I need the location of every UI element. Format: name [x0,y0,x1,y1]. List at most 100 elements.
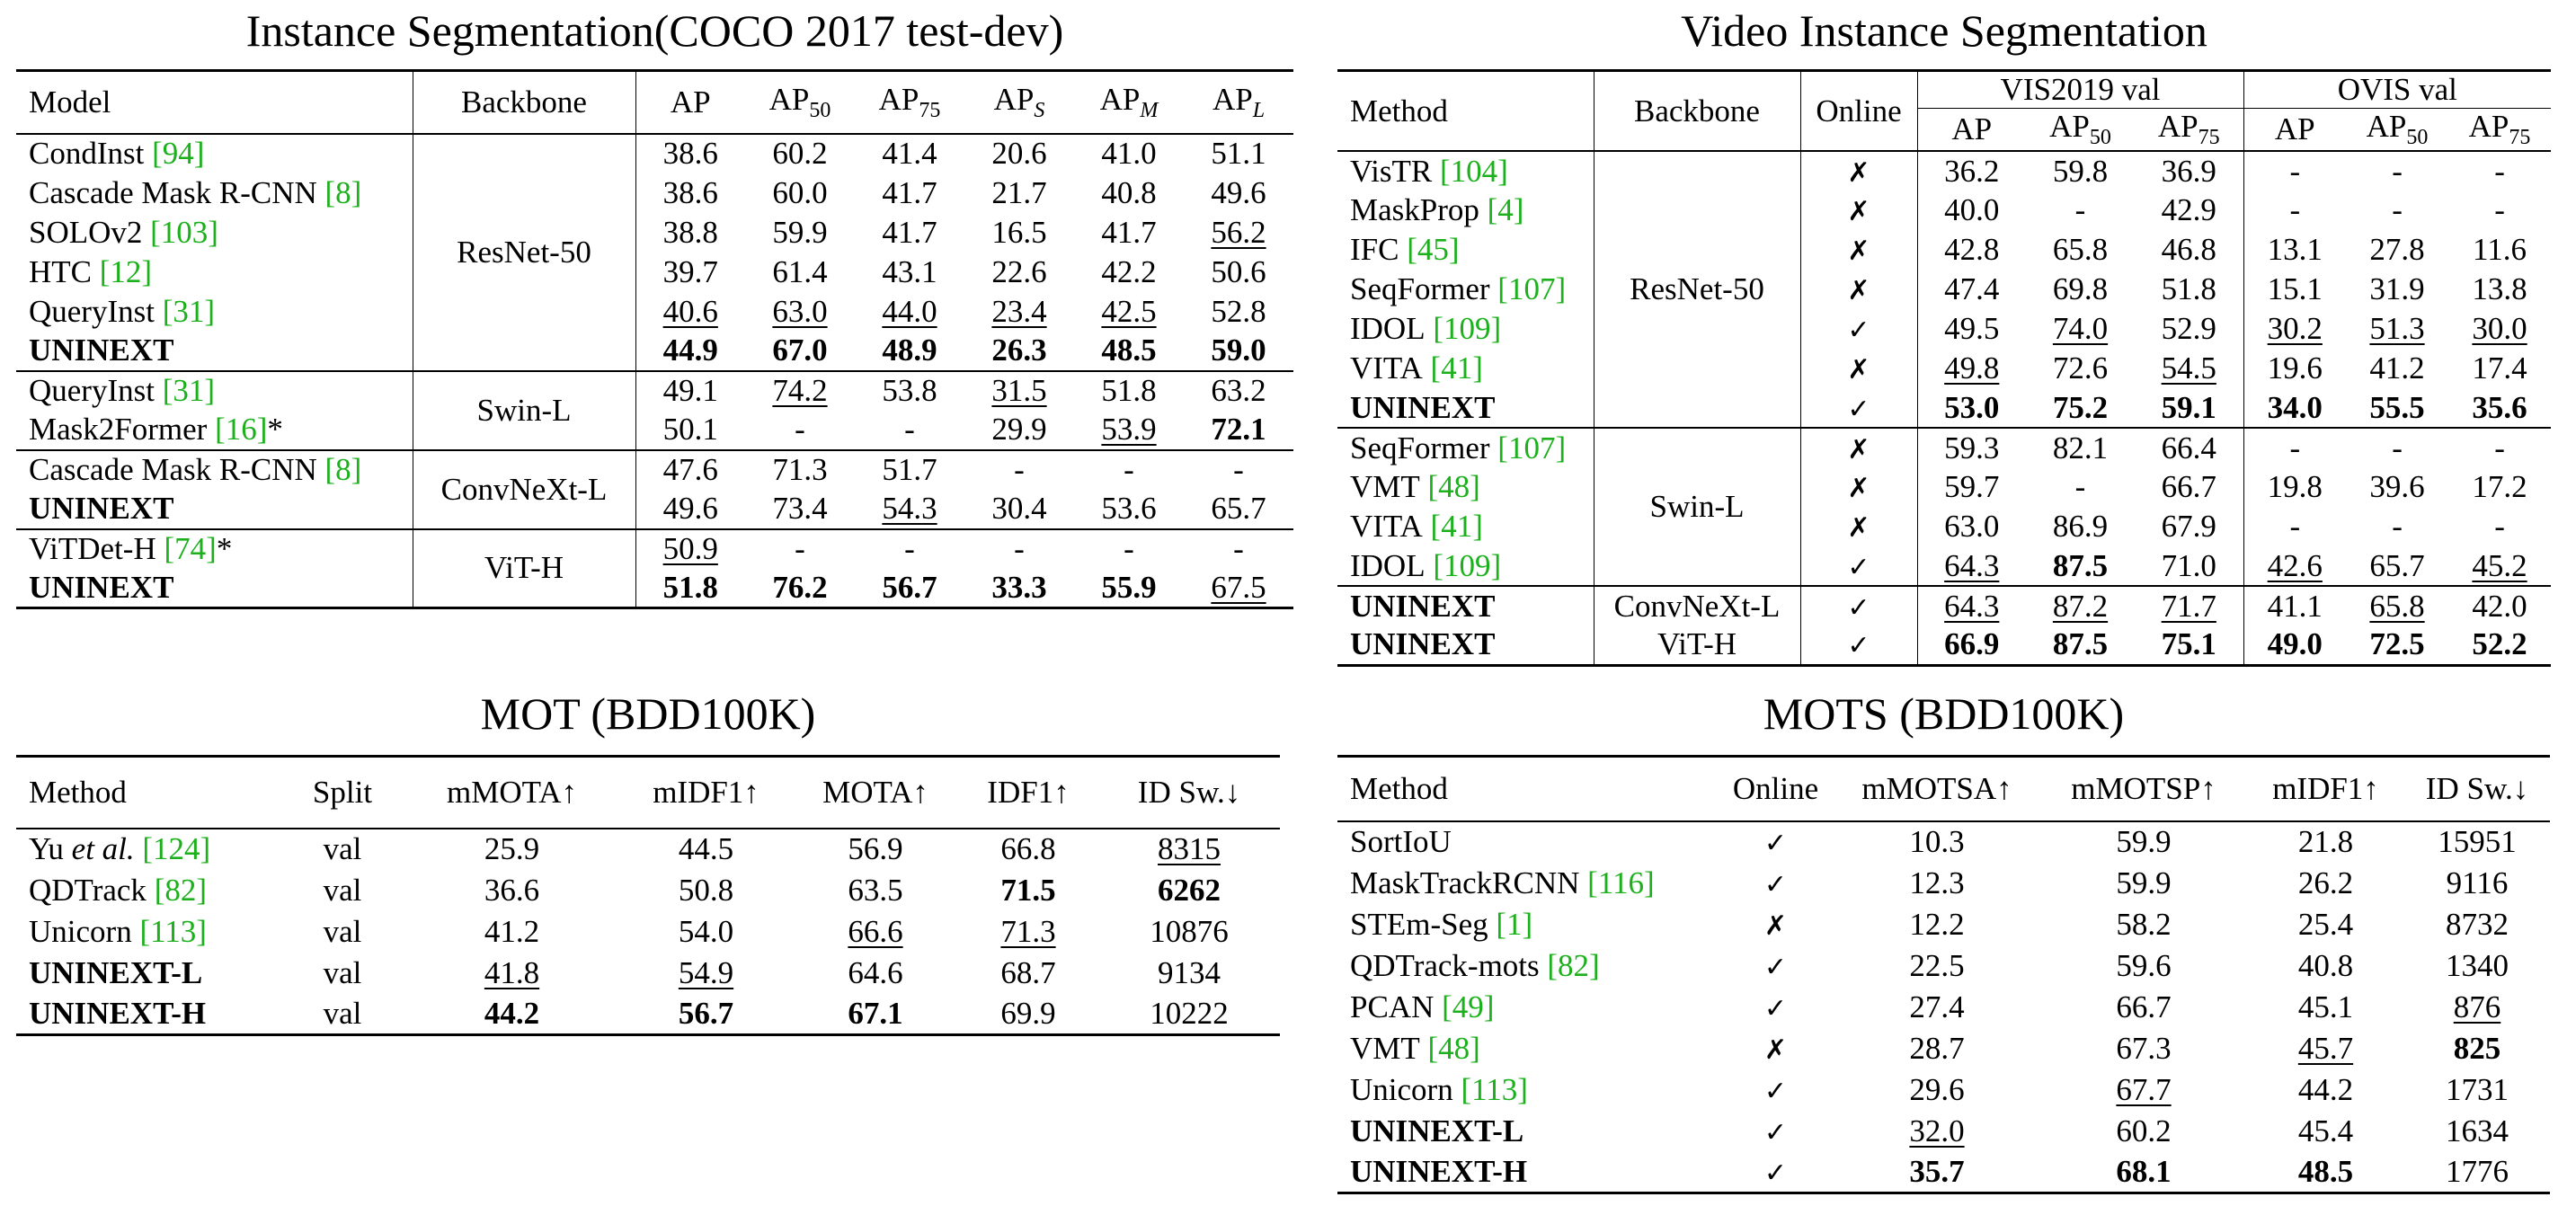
method-cell: SOLOv2 [103] [16,212,413,253]
value: ✗ [1763,1033,1788,1066]
method-cell: VITA [41] [1337,507,1594,546]
value-cell: 41.4 [855,132,964,173]
value-cell: - [2243,150,2347,191]
value: 19.6 [2267,350,2323,386]
header-row: Model Backbone AP AP50 AP75 APS APM APL [16,70,1293,134]
value-cell: 49.1 [635,369,745,411]
value: - [2392,430,2403,466]
value-cell: 64.6 [793,953,958,994]
value-cell: - [964,448,1074,490]
value-cell: 26.3 [964,332,1074,371]
citation: [8] [324,174,362,210]
method-cell: SeqFormer [107] [1337,270,1594,309]
value: 63.0 [1944,509,2000,544]
value-cell: 36.2 [1917,150,2026,191]
value: 44.5 [678,831,734,866]
value-cell: 50.1 [635,411,745,450]
value: 9116 [2446,865,2509,900]
header-cell: mIDF1↑ [619,757,793,829]
header-cell: AP [1917,109,2026,152]
header-text: mIDF1↑ [653,774,759,810]
value: 65.8 [2052,232,2109,267]
method-cell: Mask2Former [16]* [16,410,413,450]
footnote-mark: * [216,531,233,566]
header-text: IDF1↑ [987,774,1070,810]
citation: [107] [1497,271,1567,306]
header-cell: Method [1337,70,1594,151]
value-cell: 82.1 [2026,427,2135,467]
value-cell: 9134 [1098,953,1280,994]
value-cell: 86.9 [2026,507,2135,546]
header-text: AP [1099,81,1141,117]
method-cell: UNINEXT [16,568,413,608]
value-cell: ✓ [1800,625,1918,665]
value-cell: 38.6 [635,173,745,213]
value: 47.4 [1944,271,2000,306]
value: - [1124,452,1134,487]
value-cell: 54.3 [855,490,964,529]
citation: [116] [1587,865,1655,900]
value: 38.8 [662,214,718,250]
value-cell: 41.7 [855,173,964,213]
value: 26.3 [991,333,1047,368]
method-name: SeqFormer [1350,271,1490,306]
value: 56.2 [1211,214,1266,250]
backbone: ViT-H [1657,626,1737,662]
value-cell: 12.2 [1834,904,2040,945]
value: 60.0 [772,174,828,210]
method-name: Unicorn [29,913,132,949]
value-cell: - [2346,191,2448,230]
value: ✗ [1847,235,1870,267]
value-cell: - [745,528,855,569]
value-cell: val [280,994,404,1035]
header-text: OVIS val [2337,72,2457,107]
value-cell: 59.0 [1184,332,1293,371]
value-cell: 12.3 [1834,863,2040,904]
value-cell: 19.6 [2243,349,2346,388]
value-cell: 20.6 [964,132,1074,173]
value-cell: 75.2 [2026,388,2135,428]
value-cell: 67.1 [793,994,958,1035]
value: - [2074,192,2086,227]
value-cell: 63.0 [1917,507,2026,546]
value: 46.8 [2161,232,2216,267]
citation: [74] [164,531,217,566]
value: ✗ [1847,433,1870,466]
value-cell: 67.3 [2040,1028,2247,1069]
value: - [1014,452,1025,487]
value-cell: 21.8 [2247,820,2404,863]
value-cell: ✓ [1718,1152,1834,1193]
value-cell: 66.6 [793,911,958,953]
value: 19.8 [2267,469,2323,504]
citation: [31] [162,293,216,329]
method-name: UNINEXT-H [1350,1153,1528,1189]
header-text: Method [1350,93,1448,129]
value: 33.3 [991,569,1047,605]
value-cell: 42.2 [1074,253,1184,292]
value-cell: 13.8 [2448,270,2551,309]
table-row: UNINEXT ✓ 53.0 75.2 59.1 34.0 55.5 35.6 [1337,388,2551,428]
method-cell: VMT [48] [1337,1028,1718,1069]
backbone-cell: Swin-L [1594,427,1801,586]
value: 72.5 [2369,626,2425,662]
method-cell: UNINEXT-H [16,994,280,1035]
method-cell: VMT [48] [1337,467,1594,507]
citation: [8] [324,452,362,487]
method-name: CondInst [29,136,145,171]
value: 63.2 [1211,373,1266,408]
value: - [2392,153,2403,189]
value: ✓ [1763,1116,1788,1148]
value: 51.1 [1211,136,1266,171]
value-cell: 15951 [2404,820,2550,863]
value-cell: 36.6 [404,870,619,911]
method-cell: QueryInst [31] [16,291,413,332]
value-cell: - [855,411,964,450]
table-row: UNINEXT 44.9 67.0 48.9 26.3 48.5 59.0 [16,331,1293,371]
value: 42.9 [2161,192,2216,227]
value-cell: 71.5 [958,870,1098,911]
header-text: Method [1350,770,1448,806]
value-cell: 51.8 [1074,369,1184,411]
citation: [109] [1433,547,1502,583]
header-cell: AP75 [2135,108,2244,151]
method-cell: Unicorn [113] [1337,1069,1718,1111]
